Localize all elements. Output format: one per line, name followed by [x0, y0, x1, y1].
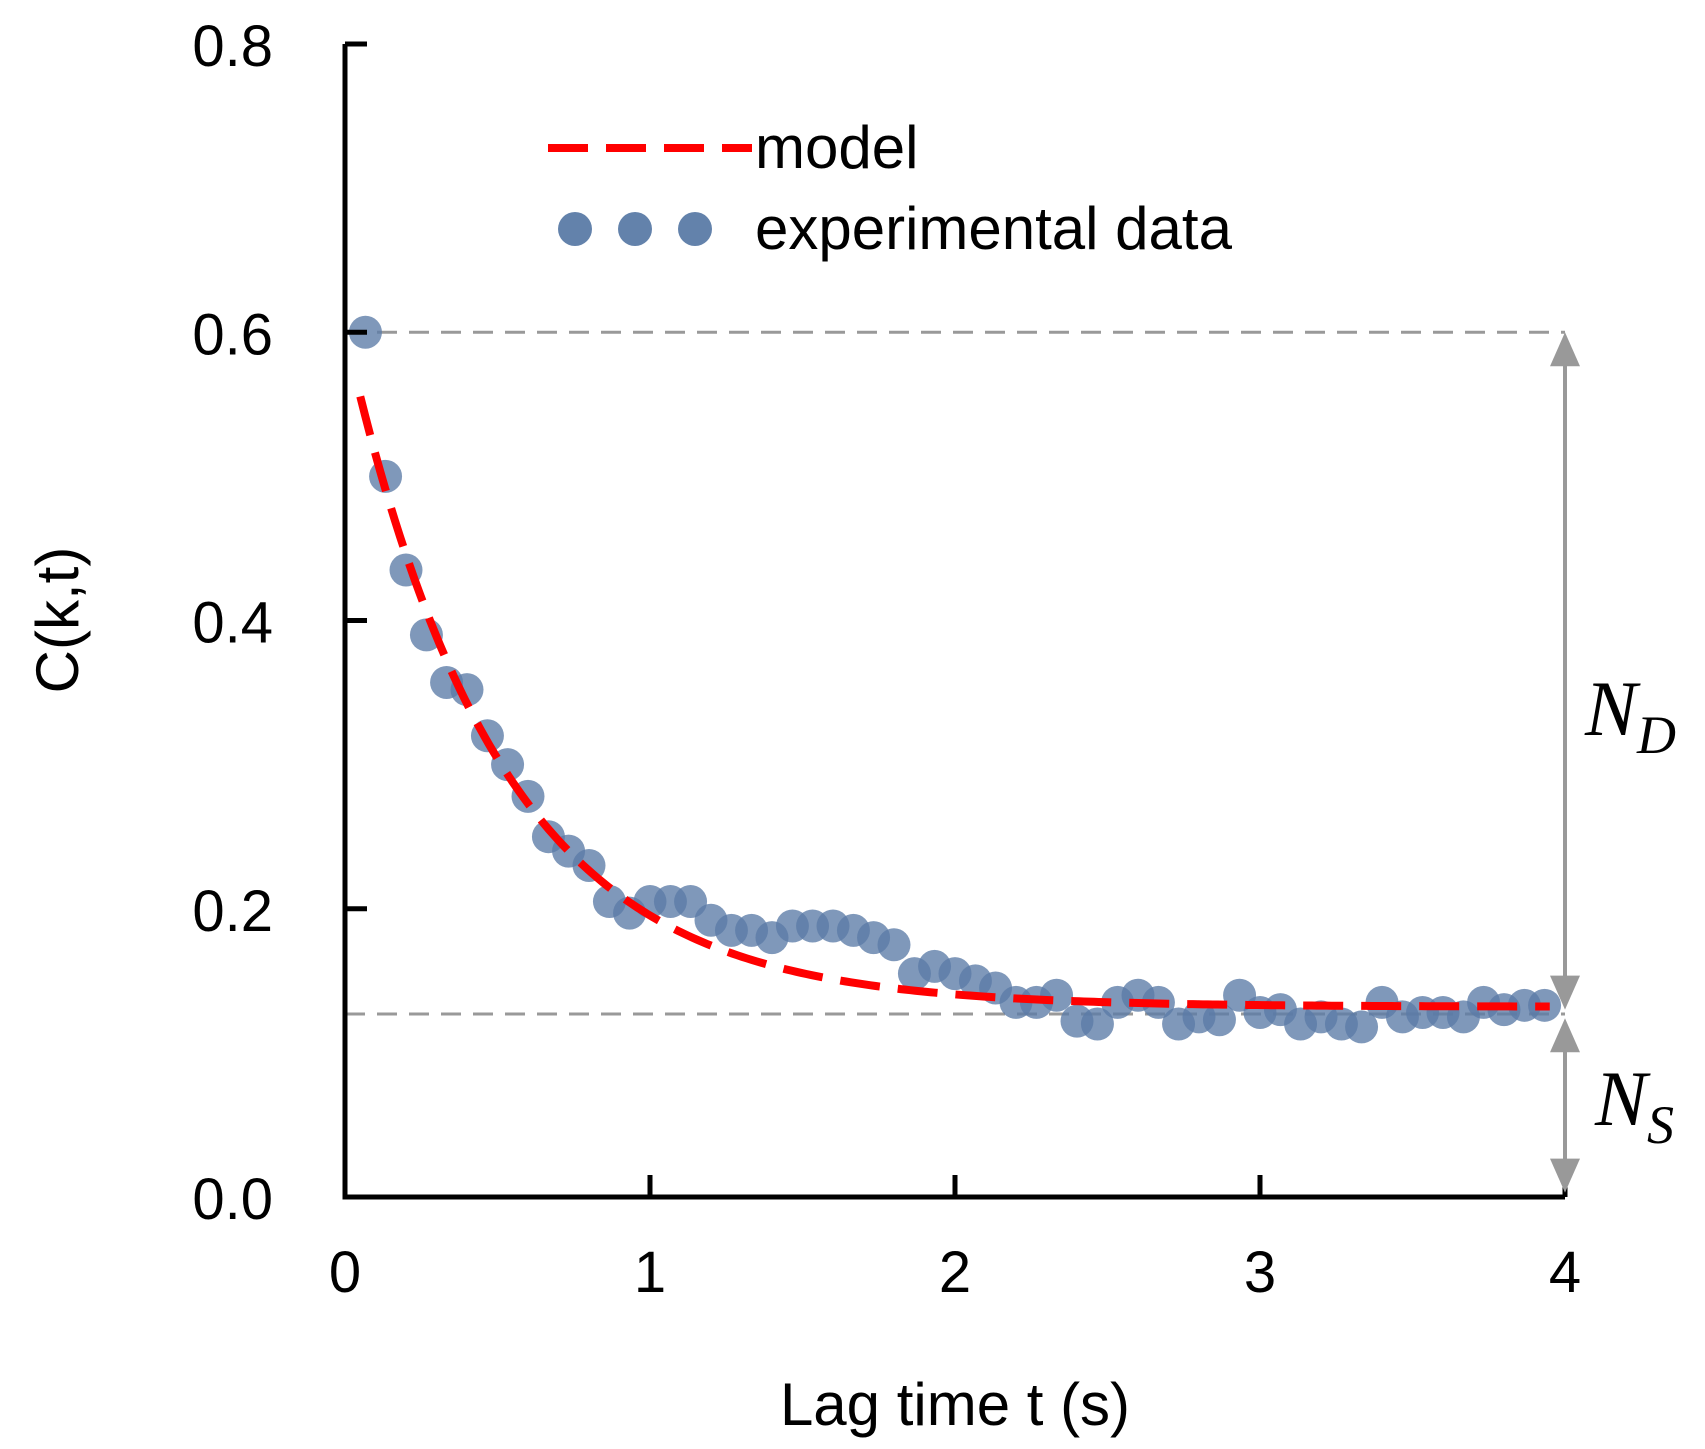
- y-tick-label: 0.4: [192, 591, 273, 656]
- data-point: [1202, 1003, 1236, 1037]
- nd-range-arrow: [1550, 332, 1580, 1010]
- nd-label-subscript: D: [1636, 705, 1676, 765]
- data-point: [1345, 1010, 1379, 1044]
- model-curve: [356, 395, 1550, 1011]
- x-axis-ticks: 0 1 2 3 4: [329, 1175, 1581, 1305]
- ns-label-main: N: [1594, 1055, 1651, 1142]
- legend-data-swatch-dot: [678, 212, 712, 246]
- y-tick-label: 0.0: [192, 1167, 273, 1232]
- data-point: [1080, 1007, 1114, 1041]
- arrow-head-up: [1550, 332, 1580, 367]
- x-tick-label: 2: [939, 1240, 971, 1305]
- x-tick-label: 0: [329, 1240, 361, 1305]
- x-tick-label: 4: [1549, 1240, 1581, 1305]
- legend: model experimental data: [548, 114, 1233, 262]
- y-axis-title: C(k,t): [24, 547, 91, 694]
- legend-model-label: model: [755, 114, 918, 181]
- x-tick-label: 3: [1244, 1240, 1276, 1305]
- y-tick-label: 0.6: [192, 302, 273, 367]
- arrow-head-down: [1550, 975, 1580, 1010]
- legend-data-swatch-dot: [618, 212, 652, 246]
- data-point: [877, 928, 911, 962]
- ns-label: NS: [1594, 1055, 1674, 1155]
- nd-label-main: N: [1584, 665, 1641, 752]
- legend-data-label: experimental data: [755, 195, 1233, 262]
- x-axis-title: Lag time t (s): [780, 1371, 1130, 1438]
- arrow-head-down: [1550, 1158, 1580, 1193]
- arrow-head-up: [1550, 1018, 1580, 1053]
- y-tick-label: 0.2: [192, 879, 273, 944]
- experimental-data-series: [348, 315, 1562, 1044]
- ns-range-arrow: [1550, 1018, 1580, 1193]
- x-tick-label: 1: [634, 1240, 666, 1305]
- data-point: [1040, 978, 1074, 1012]
- ns-label-subscript: S: [1647, 1095, 1674, 1155]
- legend-data-swatch-dot: [558, 212, 592, 246]
- y-tick-label: 0.8: [192, 14, 273, 79]
- y-axis-ticks: 0.0 0.2 0.4 0.6 0.8: [192, 14, 367, 1232]
- nd-label: ND: [1584, 665, 1676, 765]
